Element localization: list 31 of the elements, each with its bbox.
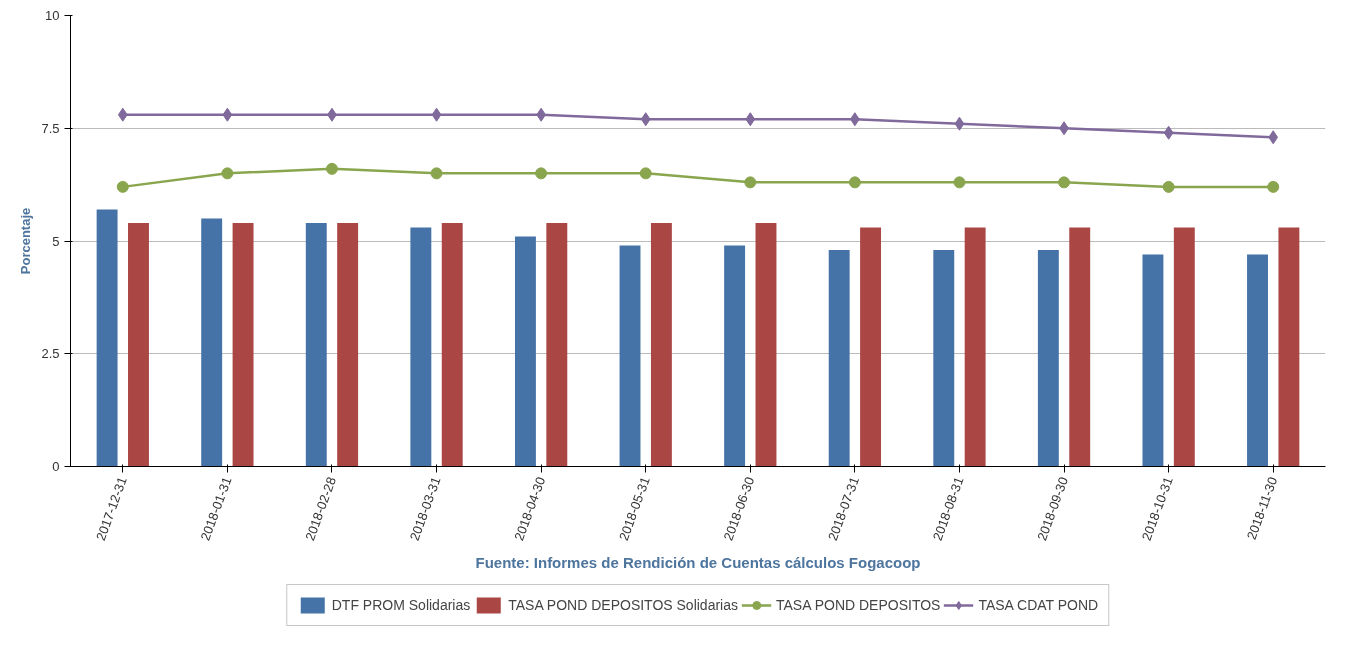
point <box>639 167 652 180</box>
point <box>640 112 651 127</box>
point <box>431 107 442 122</box>
point <box>430 167 443 180</box>
point <box>117 107 128 122</box>
point <box>744 176 757 189</box>
point <box>1162 180 1175 193</box>
legend-label: TASA POND DEPOSITOS Solidarias <box>508 597 739 613</box>
point <box>954 116 965 131</box>
point <box>116 180 129 193</box>
point <box>848 176 861 189</box>
point <box>1163 125 1174 140</box>
source-note: Fuente: Informes de Rendición de Cuentas cálculos Fogacoop <box>475 553 921 571</box>
y-tick-label: 5 <box>52 233 60 249</box>
y-tick-label: 0 <box>52 459 60 474</box>
point <box>953 176 966 189</box>
point <box>535 167 548 180</box>
y-tick-label: 7.5 <box>41 120 60 136</box>
legend-label: TASA CDAT POND <box>978 597 1099 613</box>
legend-label: TASA POND DEPOSITOS <box>776 597 941 613</box>
y-tick-label: 2.5 <box>41 346 60 362</box>
legend-label: DTF PROM Solidarias <box>331 597 471 613</box>
point <box>221 167 234 180</box>
y-tick-label: 10 <box>45 8 60 23</box>
point <box>1267 180 1280 193</box>
point <box>1268 130 1279 145</box>
point <box>1058 176 1071 189</box>
point <box>325 162 338 175</box>
y-axis-title: Porcentaje <box>18 207 34 275</box>
point <box>745 112 756 127</box>
point <box>222 107 233 122</box>
